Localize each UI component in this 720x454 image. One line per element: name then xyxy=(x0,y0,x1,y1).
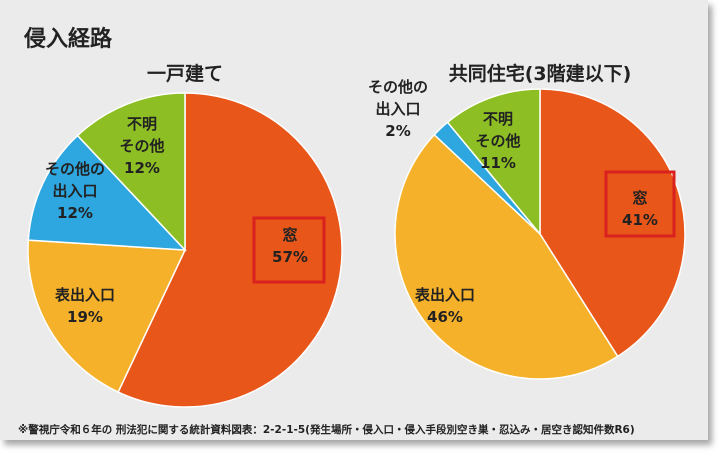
pie1-title: 一戸建て xyxy=(147,62,223,85)
slice-label: その他 xyxy=(475,132,520,150)
slice-label: その他の xyxy=(45,160,105,178)
footnote: ※警視庁令和６年の 刑法犯に関する統計資料図表：2-2-1-5(発生場所・侵入口… xyxy=(18,423,635,436)
slice-value-label: 12% xyxy=(57,204,93,222)
pie-slice xyxy=(539,88,686,358)
main-title: 侵入経路 xyxy=(23,26,113,52)
chart-card: 侵入経路 一戸建て 共同住宅(3階建以下) ※警視庁令和６年の 刑法犯に関する統… xyxy=(0,0,708,440)
pie-2 xyxy=(394,88,686,380)
slice-value-label: 2% xyxy=(385,122,410,140)
slice-label: 窓 xyxy=(282,226,297,244)
pie-slice xyxy=(27,239,187,394)
slice-value-label: 57% xyxy=(272,248,308,266)
slice-label: 窓 xyxy=(632,189,647,207)
pie2-title: 共同住宅(3階建以下) xyxy=(449,62,632,85)
pie-slice xyxy=(27,134,187,251)
slice-value-label: 19% xyxy=(67,308,103,326)
pie-slice xyxy=(394,133,619,380)
slice-label: 表出入口 xyxy=(55,286,115,304)
pie-1 xyxy=(27,92,343,408)
slice-label: その他の xyxy=(368,78,428,96)
highlight-box xyxy=(604,170,676,238)
slice-value-label: 11% xyxy=(480,154,516,172)
pie-slice xyxy=(446,88,541,237)
highlight-box xyxy=(252,216,326,284)
slice-value-label: 46% xyxy=(427,308,463,326)
slice-label: 表出入口 xyxy=(415,286,475,304)
slice-label: 出入口 xyxy=(52,182,97,200)
slice-label: 不明 xyxy=(127,115,157,133)
slice-label: その他 xyxy=(119,137,164,155)
slice-value-label: 12% xyxy=(124,159,160,177)
pie-slice xyxy=(76,92,186,252)
slice-label: 出入口 xyxy=(375,100,420,118)
slice-value-label: 41% xyxy=(622,211,658,229)
pie-slice xyxy=(117,92,343,408)
slice-label: 不明 xyxy=(483,110,513,128)
